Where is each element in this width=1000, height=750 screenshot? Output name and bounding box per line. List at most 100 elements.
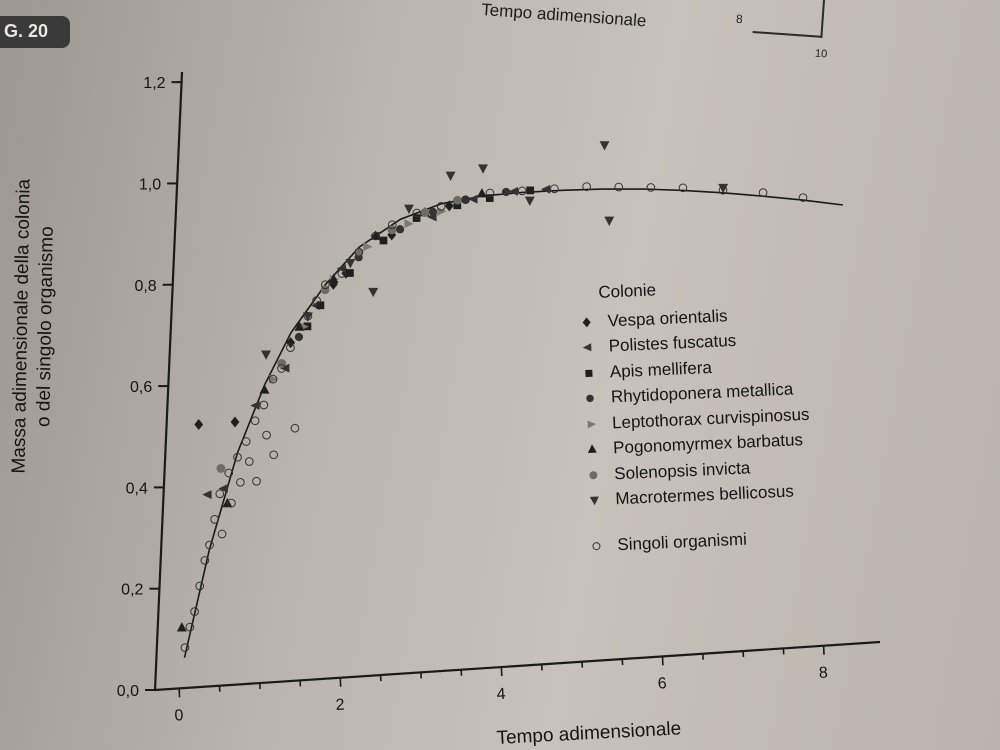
figure-tag-text: G. 20 [4, 21, 49, 41]
data-point-rhytidoponera-metallica [294, 332, 304, 342]
data-point-rhytidoponera-metallica [501, 187, 511, 197]
x-tick-label: 4 [496, 686, 506, 703]
data-point-singoli-organismi [277, 364, 286, 373]
legend-label: Solenopsis invicta [613, 458, 751, 484]
data-point-apis-mellifera [526, 186, 535, 195]
chart-axes: 0,0 0,2 0,4 0,6 0,8 1,0 1,2 0 2 4 6 8 [117, 71, 881, 725]
legend-symbol-vespa-orientalis [582, 317, 591, 328]
data-point-singoli-organismi [582, 182, 591, 191]
data-point-singoli-organismi [241, 437, 251, 446]
x-tick-label: 6 [657, 675, 667, 692]
data-point-polistes-fuscatus [336, 264, 346, 273]
legend-item-leptothorax-curvispinosus: Leptothorax curvispinosus [578, 399, 879, 438]
legend-symbol-solenopsis-invicta [589, 471, 598, 480]
data-point-singoli-organismi [412, 208, 422, 218]
data-point-polistes-fuscatus [250, 401, 260, 410]
data-point-macrotermes-bellicosus [302, 312, 313, 322]
legend-item-macrotermes-bellicosus: Macrotermes bellicosus [581, 475, 882, 514]
legend-item-rhytidoponera-metallica: Rhytidoponera metallica [576, 373, 877, 412]
data-points-layer [176, 141, 808, 652]
y-tick-label: 0,2 [121, 582, 143, 599]
legend-marker [589, 471, 598, 480]
data-point-singoli-organismi [718, 185, 728, 195]
x-axis-line [154, 640, 881, 692]
data-point-rhytidoponera-metallica [461, 195, 470, 204]
data-point-solenopsis-invicta [453, 195, 462, 205]
data-point-singoli-organismi [227, 498, 236, 508]
legend-marker [582, 317, 591, 328]
data-point-singoli-organismi [678, 183, 688, 193]
data-point-solenopsis-invicta [420, 208, 430, 217]
data-point-vespa-orientalis [286, 337, 296, 349]
legend-label: Apis mellifera [609, 357, 713, 382]
y-tick-label: 1,0 [139, 176, 161, 193]
data-point-polistes-fuscatus [218, 484, 228, 493]
data-point-singoli-organismi [268, 374, 278, 384]
data-point-rhytidoponera-metallica [428, 207, 438, 217]
data-point-singoli-organismi [550, 184, 559, 194]
data-point-singoli-organismi [303, 311, 313, 321]
data-point-singoli-organismi [217, 529, 227, 539]
data-point-macrotermes-bellicosus [261, 350, 272, 360]
data-point-singoli-organismi [354, 247, 364, 257]
y-tick-label: 1,2 [143, 75, 165, 92]
data-point-singoli-organismi [215, 489, 225, 499]
data-point-macrotermes-bellicosus [524, 196, 535, 207]
data-point-singoli-organismi [436, 202, 446, 211]
data-point-singoli-organismi [259, 400, 269, 410]
data-point-singoli-organismi [798, 193, 808, 202]
legend-item-polistes-fuscatus: Polistes fuscatus [574, 322, 875, 361]
data-point-singoli-organismi [200, 556, 210, 565]
data-point-singoli-organismi [290, 423, 300, 433]
data-point-singoli-organismi [244, 457, 254, 466]
data-point-leptothorax-curvispinosus [437, 207, 447, 216]
data-point-singoli-organismi [236, 477, 245, 487]
legend-marker [587, 444, 597, 454]
legend-symbol-pogonomyrmex-barbatus [587, 444, 597, 454]
data-point-singoli-organismi [195, 581, 205, 591]
legend-symbol-polistes-fuscatus [582, 343, 592, 352]
y-tick-label: 0,0 [117, 683, 139, 700]
data-point-vespa-orientalis [194, 418, 204, 430]
data-point-singoli-organismi [371, 231, 380, 241]
data-point-singoli-organismi [180, 643, 190, 652]
data-point-singoli-organismi [233, 452, 242, 462]
legend-item-pogonomyrmex-barbatus: Pogonomyrmex barbatus [579, 424, 880, 463]
x-tick-label: 0 [174, 707, 184, 724]
data-point-polistes-fuscatus [468, 194, 478, 204]
legend-label: Polistes fuscatus [608, 331, 737, 356]
data-point-solenopsis-invicta [216, 464, 226, 473]
data-point-singoli-organismi [337, 269, 347, 278]
legend-items: Vespa orientalis Polistes fuscatus Apis me… [573, 297, 884, 559]
legend-marker [587, 420, 597, 429]
data-point-pogonomyrmex-barbatus [294, 321, 305, 331]
data-point-polistes-fuscatus [280, 363, 290, 373]
legend-label: Macrotermes bellicosus [615, 481, 795, 509]
x-tick-label: 8 [818, 665, 828, 682]
data-point-singoli-organismi [614, 182, 624, 192]
data-point-singoli-organismi [485, 188, 495, 198]
data-point-leptothorax-curvispinosus [363, 242, 373, 252]
y-tick-label: 0,4 [126, 480, 148, 497]
data-point-pogonomyrmex-barbatus [370, 230, 381, 240]
data-point-polistes-fuscatus [508, 187, 518, 196]
data-point-singoli-organismi [312, 296, 321, 305]
chart-legend: Colonie Vespa orientalis Polistes fuscatu… [572, 271, 884, 559]
data-point-polistes-fuscatus [202, 490, 212, 499]
legend-marker [582, 343, 592, 352]
data-point-leptothorax-curvispinosus [269, 374, 279, 384]
data-point-singoli-organismi [286, 343, 295, 353]
data-point-macrotermes-bellicosus [718, 183, 729, 194]
data-point-singoli-organismi [461, 195, 470, 205]
data-point-pogonomyrmex-barbatus [176, 622, 187, 632]
legend-item-solenopsis-invicta: Solenopsis invicta [580, 450, 881, 489]
data-point-vespa-orientalis [387, 229, 397, 241]
data-point-macrotermes-bellicosus [604, 216, 615, 226]
legend-marker [592, 541, 601, 550]
data-point-singoli-organismi [205, 540, 214, 550]
legend-label: Singoli organismi [616, 529, 748, 555]
x-tick-label: 2 [335, 697, 345, 714]
legend-item-singoli-organismi: Singoli organismi [583, 521, 884, 560]
y-tick-label: 0,6 [130, 379, 152, 396]
data-point-singoli-organismi [185, 622, 195, 632]
